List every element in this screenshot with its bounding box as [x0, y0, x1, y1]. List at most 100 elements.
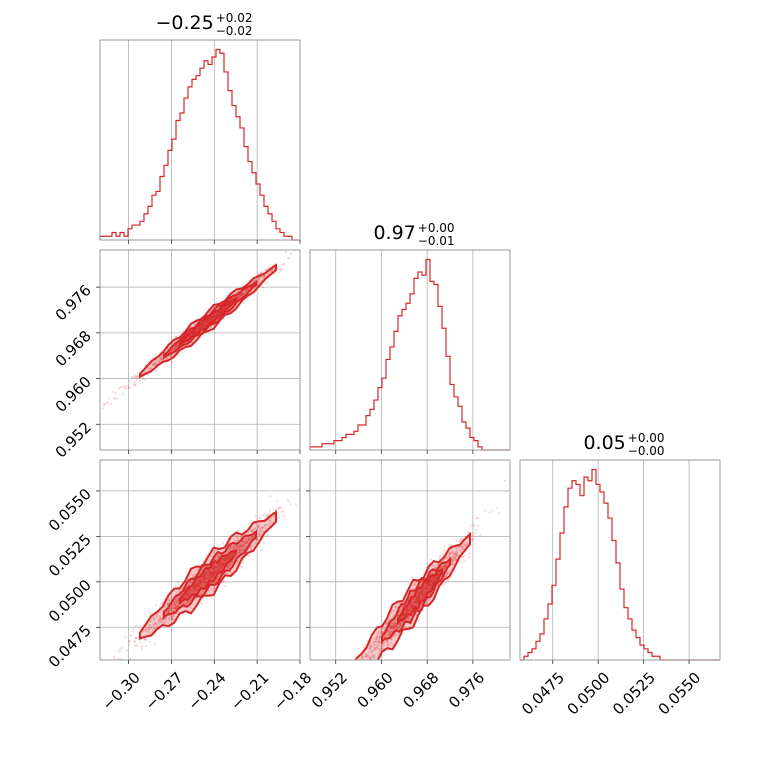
scatter-point — [216, 565, 219, 568]
scatter-point — [265, 535, 268, 538]
scatter-point — [397, 626, 400, 629]
scatter-point — [211, 571, 215, 574]
scatter-point — [119, 386, 122, 389]
scatter-point — [229, 572, 232, 575]
scatter-point — [205, 318, 208, 321]
scatter-point — [204, 581, 207, 584]
scatter-point — [402, 614, 405, 617]
scatter-point — [277, 506, 280, 509]
scatter-point — [405, 609, 408, 612]
scatter-point — [443, 563, 446, 566]
scatter-point — [256, 526, 259, 529]
scatter-point — [203, 581, 206, 585]
scatter-point — [196, 328, 199, 331]
scatter-point — [212, 570, 216, 573]
pair-panel-p1-p2: 0.952 0.960 0.968 0.976 — [306, 459, 511, 712]
scatter-point — [133, 375, 136, 378]
scatter-point — [416, 600, 420, 603]
scatter-point — [450, 559, 453, 563]
scatter-point — [206, 322, 209, 325]
scatter-point — [442, 569, 445, 572]
contour-line-2 — [397, 567, 443, 626]
scatter-point — [163, 622, 166, 625]
scatter-point — [245, 289, 248, 292]
scatter-point — [240, 542, 243, 545]
scatter-point — [392, 628, 395, 631]
scatter-point — [420, 591, 423, 594]
scatter-point — [201, 326, 204, 329]
scatter-point — [131, 665, 133, 667]
scatter-point — [417, 591, 421, 595]
scatter-point — [172, 618, 175, 621]
scatter-point — [207, 575, 210, 578]
scatter-point — [407, 609, 410, 612]
scatter-point — [254, 541, 257, 544]
scatter-point — [204, 579, 207, 582]
scatter-point — [465, 543, 468, 547]
scatter-point — [446, 563, 449, 566]
scatter-point — [173, 347, 177, 350]
scatter-point — [415, 595, 418, 598]
scatter-point — [255, 522, 258, 525]
scatter-point — [380, 630, 383, 634]
scatter-point — [398, 625, 401, 628]
scatter-point — [189, 587, 192, 590]
scatter-point — [455, 551, 459, 554]
scatter-point — [417, 600, 420, 603]
scatter-point — [450, 564, 453, 567]
scatter-point — [431, 577, 434, 580]
scatter-point — [455, 549, 458, 553]
scatter-point — [393, 621, 396, 624]
scatter-point — [195, 584, 198, 587]
scatter-point — [133, 644, 136, 648]
scatter-point — [193, 588, 196, 592]
scatter-point — [465, 541, 468, 544]
scatter-point — [198, 325, 201, 329]
scatter-point — [212, 587, 215, 590]
scatter-point — [258, 528, 261, 531]
scatter-point — [148, 628, 151, 631]
scatter-point — [219, 560, 222, 563]
scatter-point — [390, 638, 393, 641]
scatter-point — [219, 310, 222, 314]
scatter-point — [236, 545, 239, 548]
scatter-point — [172, 348, 175, 351]
scatter-point — [444, 557, 447, 560]
scatter-point — [132, 627, 135, 630]
scatter-point — [170, 597, 173, 600]
scatter-point — [426, 584, 429, 588]
scatter-point — [196, 585, 199, 588]
contour-line-0 — [139, 263, 277, 379]
scatter-point — [360, 666, 362, 668]
scatter-point — [211, 316, 215, 319]
scatter-point — [200, 578, 203, 581]
scatter-point — [386, 644, 389, 647]
scatter-point — [443, 568, 446, 571]
scatter-point — [417, 601, 420, 604]
scatter-point — [377, 640, 380, 643]
scatter-point — [417, 598, 420, 601]
scatter-point — [387, 643, 390, 646]
scatter-point — [252, 279, 255, 283]
scatter-point — [236, 538, 240, 541]
scatter-point — [217, 556, 220, 559]
scatter-point — [211, 568, 214, 571]
scatter-point — [175, 345, 178, 348]
scatter-point — [368, 662, 370, 664]
scatter-point — [171, 615, 174, 618]
scatter-point — [286, 257, 289, 260]
scatter-point — [433, 576, 436, 580]
scatter-point — [186, 591, 189, 594]
scatter-point — [251, 536, 254, 539]
scatter-point — [421, 590, 425, 593]
scatter-point — [216, 563, 220, 566]
scatter-point — [221, 558, 224, 561]
scatter-point — [442, 583, 446, 586]
scatter-point — [202, 580, 205, 583]
scatter-point — [346, 668, 348, 670]
scatter-point — [207, 569, 210, 572]
scatter-point — [430, 578, 433, 581]
scatter-point — [176, 606, 179, 609]
scatter-point — [174, 604, 177, 607]
scatter-point — [201, 324, 204, 327]
